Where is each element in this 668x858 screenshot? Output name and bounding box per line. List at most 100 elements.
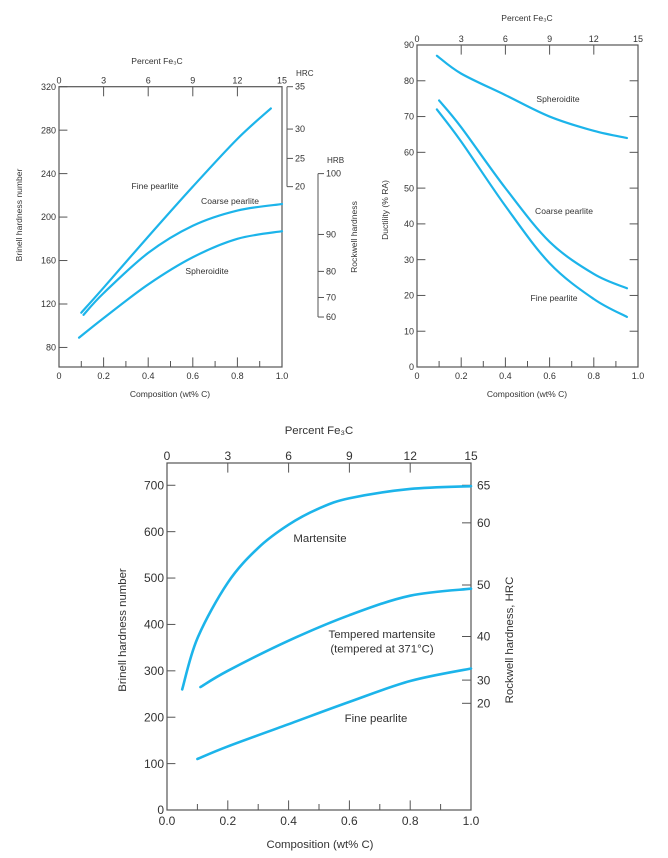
y-tick-label: 20 — [404, 291, 414, 301]
series-label: Fine pearlite — [345, 713, 408, 725]
series-line-fine-pearlite — [435, 108, 629, 319]
chart-1: 0 0.2 0.4 0.6 0.8 1.0 0 3 6 9 12 15 80 120 160 200 240 28… — [14, 56, 359, 399]
top-axis-title: Percent Fe₃C — [131, 56, 182, 66]
hrc-tick-label: 60 — [477, 516, 491, 530]
top-tick-label: 15 — [633, 34, 643, 44]
top-tick-label: 12 — [404, 449, 418, 463]
top-tick-label: 9 — [547, 34, 552, 44]
hrb-tick-label: 80 — [326, 266, 336, 276]
x-axis-title: Composition (wt% C) — [267, 839, 374, 851]
top-tick-label: 6 — [285, 449, 292, 463]
top-tick-label: 0 — [414, 34, 419, 44]
x-tick-label: 0.8 — [231, 371, 244, 381]
x-tick-label: 0 — [414, 371, 419, 381]
hrc-tick-label: 30 — [477, 673, 491, 687]
x-tick-label: 0.2 — [219, 814, 236, 828]
series-line-tempered-martensite-tempered-at-371-c — [199, 587, 473, 689]
y-tick-label: 200 — [144, 710, 164, 724]
x-tick-label: 0.6 — [543, 371, 556, 381]
hrc-tick-label: 40 — [477, 630, 491, 644]
plot-frame — [416, 44, 639, 368]
y-axis-title: Brinell hardness number — [117, 568, 129, 692]
top-tick-label: 9 — [346, 449, 353, 463]
x-axis-title: Composition (wt% C) — [130, 389, 210, 399]
hrb-tick-label: 100 — [326, 169, 341, 179]
x-tick-label: 0.8 — [588, 371, 601, 381]
y-tick-label: 30 — [404, 255, 414, 265]
top-tick-label: 0 — [164, 449, 171, 463]
series-label: Fine pearlite — [530, 293, 577, 303]
top-tick-label: 0 — [56, 76, 61, 86]
hrc-tick-label: 65 — [477, 478, 491, 492]
x-tick-label: 0.0 — [159, 814, 176, 828]
x-tick-label: 0.2 — [455, 371, 468, 381]
top-tick-label: 3 — [101, 76, 106, 86]
top-tick-label: 3 — [224, 449, 231, 463]
x-tick-label: 0.4 — [280, 814, 297, 828]
x-tick-label: 0.8 — [402, 814, 419, 828]
top-tick-label: 9 — [190, 76, 195, 86]
series-line-fine-pearlite — [80, 107, 272, 314]
y-tick-label: 500 — [144, 571, 164, 585]
y-tick-label: 600 — [144, 525, 164, 539]
hrb-tick-label: 60 — [326, 312, 336, 322]
series-line-spheroidite — [435, 54, 629, 140]
y-tick-label: 80 — [46, 343, 56, 353]
y-tick-label: 50 — [404, 183, 414, 193]
top-axis-title: Percent Fe₃C — [501, 13, 552, 23]
y-tick-label: 320 — [41, 82, 56, 92]
hrc-tick-label: 25 — [295, 153, 305, 163]
series-label: Spheroidite — [536, 94, 579, 104]
y-tick-label: 160 — [41, 256, 56, 266]
series-line-fine-pearlite — [196, 667, 473, 761]
series-line-spheroidite — [77, 230, 284, 339]
top-tick-label: 15 — [277, 76, 287, 86]
y-axis-title: Ductility (% RA) — [380, 180, 390, 240]
x-tick-label: 0.2 — [97, 371, 110, 381]
x-tick-label: 0.6 — [187, 371, 200, 381]
series-label: Coarse pearlite — [535, 206, 593, 216]
top-tick-label: 6 — [503, 34, 508, 44]
top-tick-label: 15 — [464, 449, 478, 463]
x-tick-label: 0.4 — [142, 371, 155, 381]
y-tick-label: 700 — [144, 478, 164, 492]
hrb-tick-label: 70 — [326, 292, 336, 302]
series-label: Coarse pearlite — [201, 196, 259, 206]
series-line-martensite — [180, 484, 473, 691]
y-tick-label: 70 — [404, 112, 414, 122]
hrc-tick-label: 20 — [477, 697, 491, 711]
x-tick-label: 0 — [56, 371, 61, 381]
top-axis-title: Percent Fe₃C — [285, 425, 354, 437]
y-tick-label: 0 — [409, 362, 414, 372]
y-tick-label: 280 — [41, 125, 56, 135]
x-tick-label: 1.0 — [463, 814, 480, 828]
x-tick-label: 1.0 — [632, 371, 645, 381]
hrc-tick-label: 50 — [477, 578, 491, 592]
y-tick-label: 300 — [144, 664, 164, 678]
y-tick-label: 100 — [144, 757, 164, 771]
hrc-tick-label: 30 — [295, 124, 305, 134]
y-axis-title: Brinell hardness number — [14, 169, 24, 262]
y-tick-label: 90 — [404, 40, 414, 50]
hrb-tick-label: 90 — [326, 229, 336, 239]
y-tick-label: 80 — [404, 76, 414, 86]
chart-3: 0.0 0.2 0.4 0.6 0.8 1.0 0 3 6 9 12 15 0 100 200 300 400 5… — [117, 425, 516, 851]
series-label: Spheroidite — [185, 266, 228, 276]
hrc-tick-label: 35 — [295, 82, 305, 92]
y-tick-label: 120 — [41, 299, 56, 309]
y-tick-label: 60 — [404, 147, 414, 157]
hrb-axis-title: HRB — [327, 156, 344, 165]
top-tick-label: 12 — [232, 76, 242, 86]
top-tick-label: 3 — [459, 34, 464, 44]
x-axis-title: Composition (wt% C) — [487, 389, 567, 399]
y-tick-label: 0 — [157, 803, 164, 817]
series-label: Tempered martensite — [329, 629, 436, 641]
hrc-axis-title: HRC — [296, 69, 314, 78]
chart-2: 0 0.2 0.4 0.6 0.8 1.0 0 3 6 9 12 15 0 10 20 30 40 50 60 70 8… — [380, 13, 644, 399]
series-label: Fine pearlite — [131, 181, 178, 191]
top-tick-label: 6 — [146, 76, 151, 86]
x-tick-label: 0.4 — [499, 371, 512, 381]
series-label: (tempered at 371°C) — [330, 643, 434, 655]
